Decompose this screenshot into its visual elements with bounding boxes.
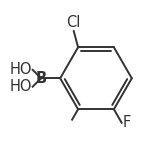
Text: F: F: [123, 115, 131, 130]
Text: HO: HO: [10, 62, 32, 77]
Text: Cl: Cl: [67, 15, 81, 30]
Text: B: B: [36, 71, 47, 86]
Text: HO: HO: [10, 79, 32, 94]
